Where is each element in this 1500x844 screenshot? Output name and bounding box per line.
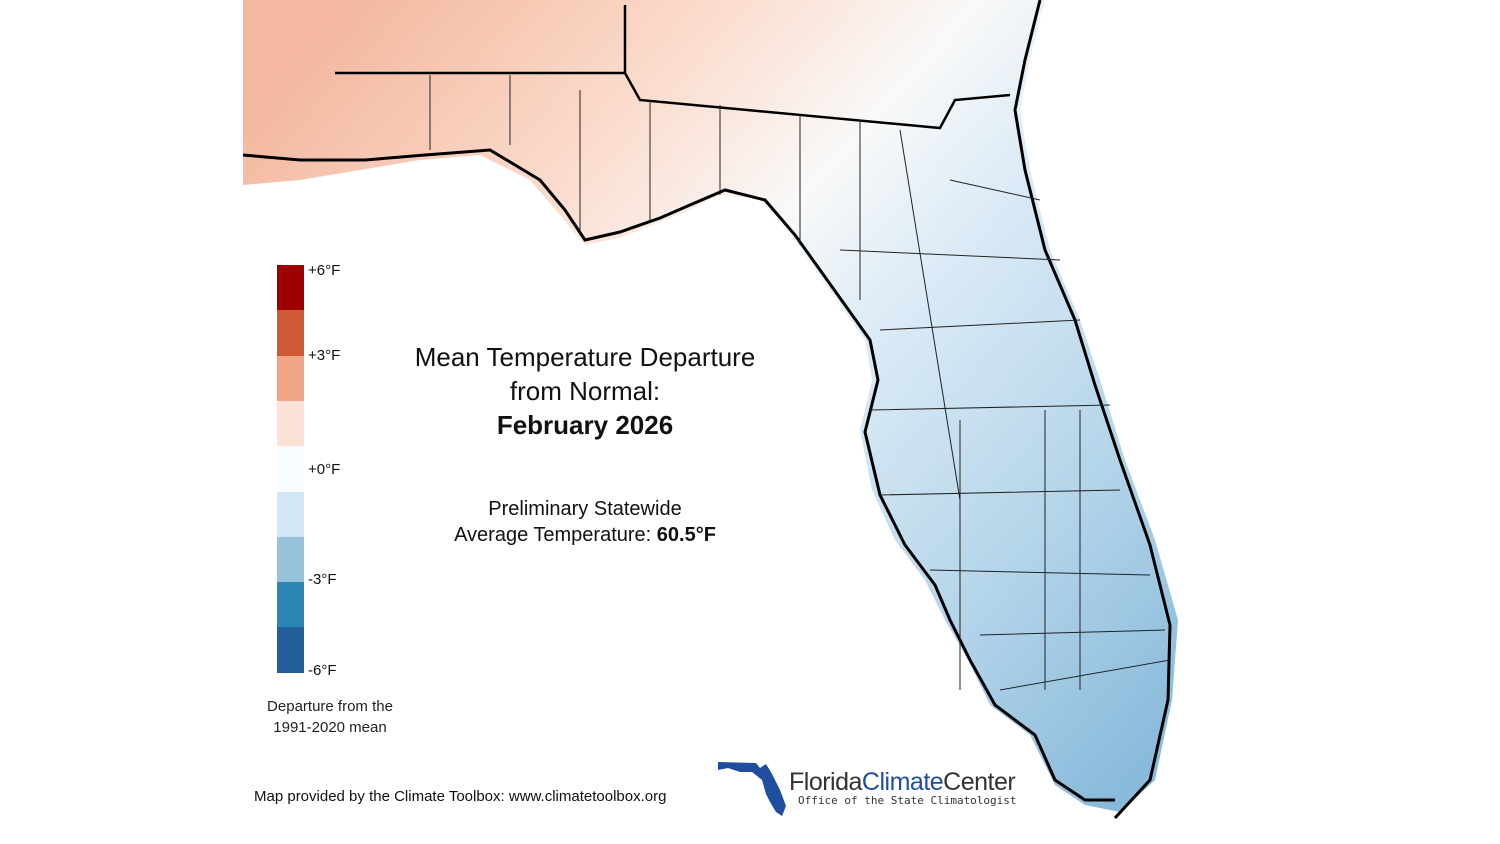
legend-swatch bbox=[277, 446, 304, 492]
logo-word: Florida bbox=[789, 768, 862, 796]
map-credit: Map provided by the Climate Toolbox: www… bbox=[254, 788, 667, 805]
state-boundary-ga-fl bbox=[623, 5, 1011, 130]
legend-note-line: Departure from the bbox=[267, 698, 393, 715]
legend-label: -6°F bbox=[308, 662, 337, 679]
title-period: February 2026 bbox=[496, 410, 674, 440]
map-title: Mean Temperature Departure from Normal: … bbox=[380, 340, 790, 442]
legend-swatch bbox=[277, 310, 304, 356]
florida-logo-icon bbox=[718, 762, 786, 816]
legend-swatch bbox=[277, 355, 304, 401]
statewide-average-value: 60.5°F bbox=[656, 524, 716, 546]
legend-label: +0°F bbox=[308, 461, 341, 478]
legend-label: +3°F bbox=[308, 347, 341, 364]
legend-swatch bbox=[277, 400, 304, 447]
title-line: Mean Temperature Departure bbox=[414, 342, 756, 372]
legend-swatch bbox=[277, 265, 304, 311]
florida-climate-center-logo: FloridaClimateCenter Office of the State… bbox=[716, 760, 1017, 820]
legend-label: -3°F bbox=[308, 571, 337, 588]
logo-word: Climate bbox=[861, 768, 944, 796]
statewide-average: Preliminary Statewide Average Temperatur… bbox=[420, 496, 750, 548]
title-line: from Normal: bbox=[509, 376, 661, 406]
logo-word: Center bbox=[943, 768, 1016, 796]
logo-wordmark: FloridaClimateCenter bbox=[789, 768, 1016, 797]
legend-swatch bbox=[277, 491, 304, 537]
logo-tagline: Office of the State Climatologist bbox=[798, 794, 1017, 807]
legend-swatch bbox=[277, 627, 304, 673]
legend-swatch bbox=[277, 536, 304, 583]
legend-label: +6°F bbox=[308, 262, 341, 279]
legend-note: Departure from the 1991-2020 mean bbox=[240, 696, 420, 738]
county-lines bbox=[429, 75, 1171, 691]
legend-swatch bbox=[277, 582, 304, 628]
legend-note-line: 1991-2020 mean bbox=[273, 719, 387, 736]
subtitle-prefix: Average Temperature: bbox=[454, 524, 657, 546]
coastline bbox=[242, 0, 1172, 820]
subtitle-line: Preliminary Statewide bbox=[488, 498, 682, 520]
